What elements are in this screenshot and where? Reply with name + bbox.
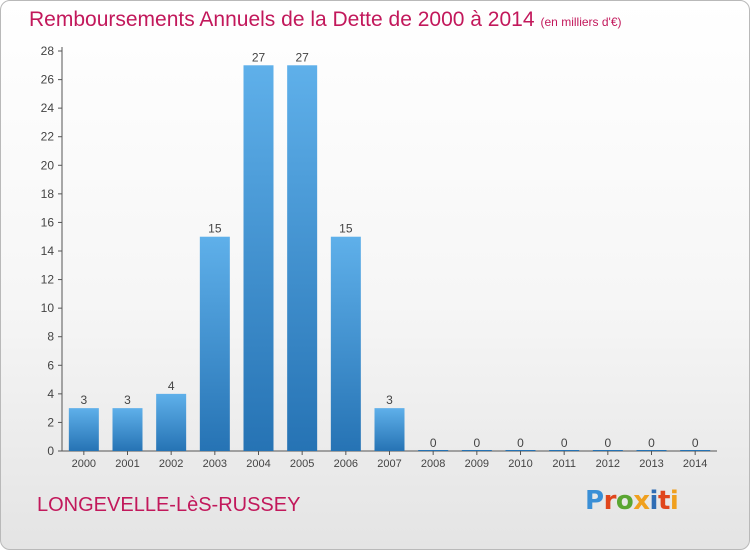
bar-value-label: 15 <box>339 222 353 236</box>
y-tick-label: 26 <box>41 73 55 87</box>
bar-value-label: 0 <box>430 436 437 450</box>
x-tick-label: 2014 <box>683 458 707 470</box>
chart-title: Remboursements Annuels de la Dette de 20… <box>29 8 622 32</box>
bar-value-label: 3 <box>386 393 393 407</box>
bar-value-label: 4 <box>168 379 175 393</box>
bar <box>112 408 143 451</box>
y-tick-label: 14 <box>41 244 55 258</box>
y-tick-label: 0 <box>47 444 54 458</box>
y-tick-label: 2 <box>47 415 54 429</box>
bar-value-label: 0 <box>604 436 611 450</box>
logo-letter: x <box>633 486 650 516</box>
y-tick-label: 10 <box>41 301 55 315</box>
x-tick-label: 2009 <box>465 458 489 470</box>
unit-note: (en milliers d'€) <box>540 15 622 29</box>
x-tick-label: 2011 <box>552 458 576 470</box>
x-tick-label: 2005 <box>290 458 314 470</box>
bar <box>287 65 318 452</box>
bar-value-label: 15 <box>208 222 222 236</box>
bar <box>418 450 449 451</box>
bar <box>505 450 536 451</box>
bar <box>549 450 580 451</box>
bar <box>156 393 187 451</box>
bar-value-label: 0 <box>648 436 655 450</box>
bar-value-label: 27 <box>252 50 266 64</box>
y-tick-label: 20 <box>41 158 55 172</box>
y-tick-label: 28 <box>41 44 55 58</box>
y-tick-label: 12 <box>41 273 55 287</box>
x-tick-label: 2003 <box>203 458 227 470</box>
y-tick-label: 4 <box>47 387 54 401</box>
bar-value-label: 0 <box>561 436 568 450</box>
bar-value-label: 3 <box>80 393 87 407</box>
bar <box>461 450 492 451</box>
x-tick-label: 2010 <box>508 458 532 470</box>
x-tick-label: 2008 <box>421 458 445 470</box>
bar <box>199 236 230 451</box>
logo-letter: t <box>657 486 670 516</box>
bar <box>330 236 361 451</box>
x-tick-label: 2002 <box>159 458 183 470</box>
bar <box>68 408 99 451</box>
x-tick-label: 2000 <box>72 458 96 470</box>
y-tick-label: 18 <box>41 187 55 201</box>
logo-letter: i <box>669 486 679 516</box>
y-tick-label: 16 <box>41 215 55 229</box>
x-tick-label: 2013 <box>639 458 663 470</box>
x-tick-label: 2001 <box>115 458 139 470</box>
bar <box>592 450 623 451</box>
proxiti-logo: Proxiti <box>585 486 679 516</box>
commune-name: LONGEVELLE-LèS-RUSSEY <box>37 494 301 516</box>
logo-letter: i <box>649 486 659 516</box>
y-tick-label: 24 <box>41 101 55 115</box>
logo-letter: r <box>603 486 617 516</box>
x-tick-label: 2007 <box>377 458 401 470</box>
bar-value-label: 0 <box>517 436 524 450</box>
y-tick-label: 22 <box>41 130 55 144</box>
bar-value-label: 27 <box>295 50 309 64</box>
y-tick-label: 6 <box>47 358 54 372</box>
bar-value-label: 0 <box>473 436 480 450</box>
logo-letter: o <box>615 486 634 516</box>
bar-value-label: 3 <box>124 393 131 407</box>
bar <box>680 450 711 451</box>
chart-title-text: Remboursements Annuels de la Dette de 20… <box>29 8 535 31</box>
x-tick-label: 2004 <box>246 458 270 470</box>
bar <box>243 65 274 452</box>
bar <box>374 408 405 451</box>
x-tick-label: 2006 <box>334 458 358 470</box>
logo-letter: P <box>585 486 604 516</box>
bar-value-label: 0 <box>692 436 699 450</box>
bar <box>636 450 667 451</box>
y-tick-label: 8 <box>47 330 54 344</box>
x-tick-label: 2012 <box>596 458 620 470</box>
